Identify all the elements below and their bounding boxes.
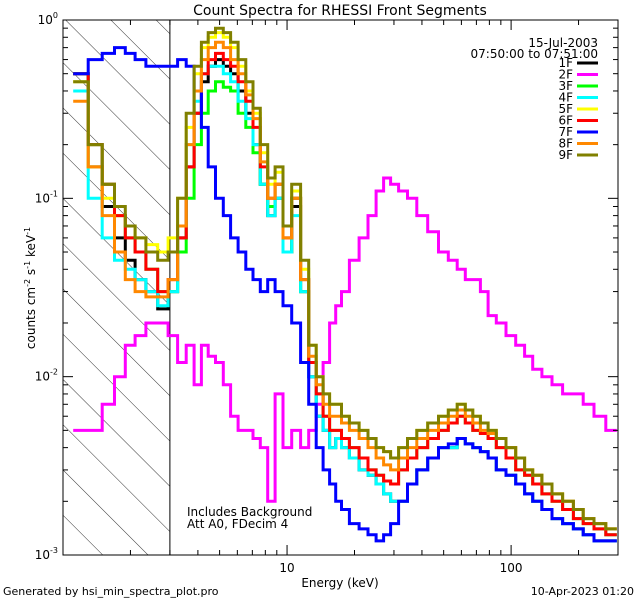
y-tick-exp: -2: [50, 368, 58, 377]
y-axis-label-part: s: [24, 269, 38, 279]
hatched-region: [63, 20, 170, 555]
legend-label: 9F: [558, 148, 573, 162]
legend-label: 2F: [558, 68, 573, 82]
y-tick-label: 100: [38, 11, 58, 27]
y-tick-exp: -1: [50, 189, 58, 198]
y-tick-label: 10-2: [35, 368, 58, 384]
y-axis-label-exp: -1: [23, 227, 32, 235]
y-tick-base: 10: [38, 13, 53, 27]
legend-label: 5F: [558, 102, 573, 116]
legend-label: 1F: [558, 56, 573, 70]
series-9F-line: [73, 26, 617, 531]
y-tick-exp: 0: [53, 11, 58, 20]
annotation-attenuator: Att A0, FDecim 4: [187, 517, 288, 531]
annotation-background: Includes Background: [187, 505, 312, 519]
y-axis-label: counts cm-2 s-1 keV-1: [23, 227, 38, 349]
legend-label: 6F: [558, 114, 573, 128]
y-axis-label-part: keV: [24, 234, 38, 261]
axis-ticks: [62, 19, 619, 556]
legend-label: 8F: [558, 137, 573, 151]
time-range-label: 07:50:00 to 07:51:00: [471, 47, 598, 61]
footer-timestamp: 10-Apr-2023 01:20: [531, 585, 634, 598]
y-axis-label-exp: -2: [23, 279, 32, 287]
y-axis-label-exp: -1: [23, 261, 32, 269]
y-tick-base: 10: [35, 548, 50, 562]
y-tick-label: 10-1: [35, 189, 58, 205]
plot-frame: [62, 19, 619, 556]
y-tick-exp: -3: [50, 546, 58, 555]
y-axis-label-part: counts cm: [24, 287, 38, 349]
y-tick-base: 10: [35, 191, 50, 205]
chart-title: Count Spectra for RHESSI Front Segments: [193, 3, 487, 19]
legend-label: 7F: [558, 125, 573, 139]
y-tick-label: 10-3: [35, 546, 58, 562]
series-group: [73, 26, 617, 543]
series-2F-line: [73, 176, 617, 503]
x-axis-label: Energy (keV): [301, 576, 378, 590]
x-tick-labels: 10 100: [279, 561, 522, 575]
legend-label: 4F: [558, 91, 573, 105]
y-tick-base: 10: [35, 370, 50, 384]
x-tick-label: 10: [279, 561, 294, 575]
legend-label: 3F: [558, 79, 573, 93]
x-tick-label: 100: [500, 561, 523, 575]
footer-generator: Generated by hsi_min_spectra_plot.pro: [3, 585, 219, 598]
date-label: 15-Jul-2003: [528, 36, 598, 50]
